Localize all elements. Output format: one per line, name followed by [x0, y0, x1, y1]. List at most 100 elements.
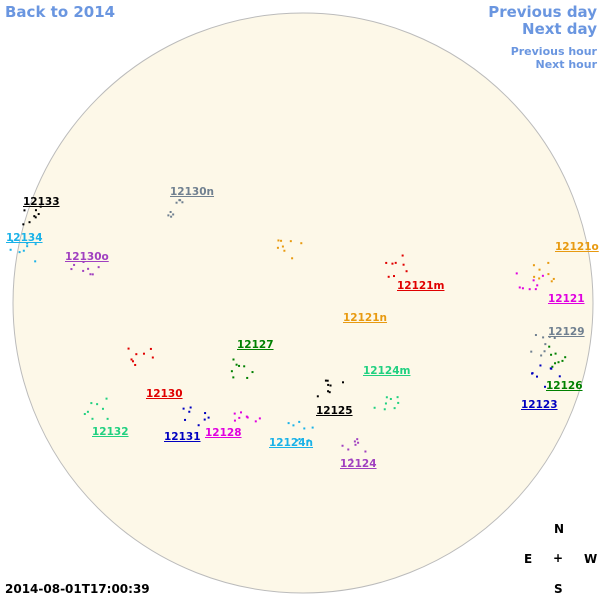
region-label[interactable]: 12132: [92, 426, 129, 438]
next-day-link[interactable]: Next day: [522, 20, 597, 38]
region-label[interactable]: 12131: [164, 431, 201, 443]
previous-day-link[interactable]: Previous day: [488, 3, 597, 21]
sunspot: [402, 263, 405, 266]
sunspot: [235, 363, 238, 366]
sunspot: [533, 275, 536, 278]
sunspot: [101, 407, 104, 410]
sunspot: [397, 401, 400, 404]
sunspot: [396, 396, 399, 399]
sunspot: [373, 406, 376, 409]
sunspot: [543, 350, 546, 353]
sunspot: [291, 257, 294, 260]
sunspot: [87, 267, 90, 270]
sunspot: [197, 424, 200, 427]
sunspot: [277, 239, 280, 242]
sunspot: [532, 264, 535, 267]
region-label[interactable]: 12126: [546, 380, 583, 392]
region-label[interactable]: 12124n: [269, 437, 314, 449]
sunspot: [73, 263, 76, 266]
sunspot: [307, 439, 310, 442]
sunspot: [26, 245, 29, 248]
sunspot: [97, 266, 100, 269]
sunspot: [22, 249, 25, 252]
region-label[interactable]: 12130o: [65, 251, 109, 263]
sunspot: [347, 448, 350, 451]
sunspot: [232, 376, 235, 379]
sunspot: [34, 260, 37, 263]
sunspot: [182, 407, 185, 410]
sunspot: [350, 458, 353, 461]
sunspot: [34, 243, 37, 246]
sunspot: [83, 413, 86, 416]
sunspot: [393, 407, 396, 410]
sunspot: [544, 385, 547, 388]
sunspot: [135, 353, 138, 356]
sunspot: [26, 242, 29, 245]
sunspot: [311, 426, 314, 429]
sunspot: [550, 353, 553, 356]
sunspot: [342, 381, 345, 384]
sunspot: [276, 246, 279, 249]
sunspot: [131, 360, 134, 363]
next-hour-link[interactable]: Next hour: [535, 58, 598, 71]
sunspot: [528, 288, 531, 291]
sunspot: [184, 418, 187, 421]
sunspot: [316, 395, 319, 398]
sunspot: [230, 370, 233, 373]
sunspot: [90, 402, 93, 405]
sunspot: [384, 402, 387, 405]
region-label[interactable]: 12121n: [343, 312, 388, 324]
sunspot: [89, 273, 92, 276]
sunspot: [550, 280, 553, 283]
region-label[interactable]: 12127: [237, 339, 274, 351]
sunspot: [142, 352, 145, 355]
region-label[interactable]: 12121o: [555, 241, 599, 253]
compass-north: N: [554, 522, 565, 536]
sunspot: [18, 251, 21, 254]
sunspot: [531, 372, 534, 375]
region-label[interactable]: 12130: [146, 388, 183, 400]
sunspot: [39, 205, 42, 208]
sunspot: [86, 410, 89, 413]
sunspot: [245, 415, 248, 418]
sunspot: [354, 443, 357, 446]
region-label[interactable]: 12124m: [363, 365, 411, 377]
sunspot: [385, 261, 388, 264]
sunspot: [532, 279, 535, 282]
sunspot: [539, 364, 542, 367]
sunspot: [130, 358, 133, 361]
sunspot: [329, 384, 332, 387]
sunspot: [167, 214, 170, 217]
region-label[interactable]: 12130n: [170, 186, 215, 198]
sunspot: [328, 391, 331, 394]
sunspot: [34, 209, 37, 212]
sunspot: [188, 410, 191, 413]
back-link[interactable]: Back to 2014: [5, 3, 116, 21]
region-label[interactable]: 12121: [548, 293, 585, 305]
sunspot: [207, 416, 210, 419]
timestamp: 2014-08-01T17:00:39: [5, 582, 150, 596]
sunspot: [536, 375, 539, 378]
sunspot: [134, 363, 137, 366]
region-label[interactable]: 12128: [205, 427, 242, 439]
sunspot: [540, 354, 543, 357]
sunspot: [547, 273, 550, 276]
previous-hour-link[interactable]: Previous hour: [510, 45, 597, 58]
sunspot: [303, 427, 306, 430]
region-label[interactable]: 12134: [6, 232, 43, 244]
sunspot: [530, 350, 533, 353]
sunspot: [189, 406, 192, 409]
sunspot: [548, 335, 551, 338]
region-label[interactable]: 12123: [521, 399, 558, 411]
sunspot: [300, 242, 303, 245]
region-label[interactable]: 12124: [340, 458, 377, 470]
region-label[interactable]: 12125: [316, 405, 353, 417]
sunspot: [552, 277, 555, 280]
region-label[interactable]: 12133: [23, 196, 60, 208]
region-label[interactable]: 12129: [548, 326, 585, 338]
sunspot: [34, 216, 37, 219]
sunspot: [175, 201, 178, 204]
sunspot: [258, 417, 261, 420]
sunspot: [96, 403, 99, 406]
region-label[interactable]: 12121m: [397, 280, 445, 292]
